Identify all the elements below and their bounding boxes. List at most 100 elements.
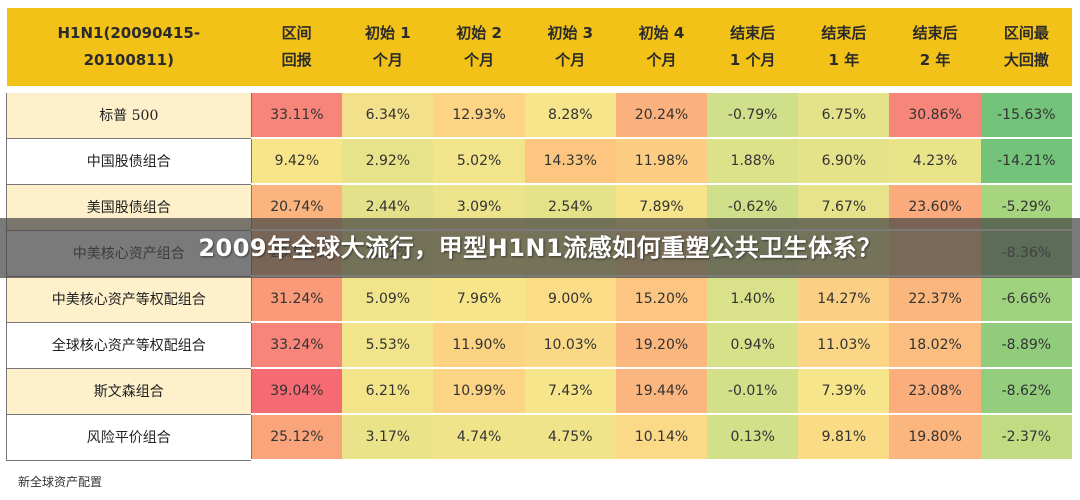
value-cell: 2.92% [342,138,434,185]
header-line: 个月 [464,51,495,69]
value-cell: 31.24% [251,276,343,323]
table-header-row: H1N1(20090415- 20100811) 区间 回报 初始 1 个月 初始 2 个月初… [6,8,1072,86]
value-cell: 23.08% [889,368,981,415]
value-cell: -8.62% [980,368,1072,415]
value-cell: 22.37% [889,276,981,323]
row-name: 斯文森组合 [6,367,252,415]
value-cell: -2.37% [980,414,1072,461]
header-line: 初始 1 [365,24,411,42]
table-row: 斯文森组合 39.04% 6.21% 10.99% 7.43% 19.44% -0.01% 7… [6,367,1072,415]
value-cell: 18.02% [889,322,981,369]
table-row: 风险平价组合 25.12% 3.17% 4.74% 4.75% 10.14% 0.13% 9.… [6,413,1072,461]
banner-title: 2009年全球大流行，甲型H1N1流感如何重塑公共卫生体系？ [198,234,882,262]
value-cell: -0.01% [707,368,799,415]
value-cell: 4.23% [889,138,981,185]
value-cell: 4.74% [433,414,525,461]
source-note: 新全球资产配置 [18,475,103,489]
row-name: 中美核心资产等权配组合 [6,275,252,323]
header-period: H1N1(20090415- 20100811) [6,8,252,86]
header-col-8: 结束后 2 年 [889,8,981,86]
header-line: 2 年 [919,51,951,69]
table-row: 全球核心资产等权配组合 33.24% 5.53% 11.90% 10.03% 19.20%… [6,321,1072,369]
header-col-6: 结束后 1 个月 [707,8,799,86]
header-line: 个月 [646,51,677,69]
value-cell: 19.80% [889,414,981,461]
row-name: 风险平价组合 [6,413,252,461]
header-col-4: 初始 3 个月 [524,8,616,86]
value-cell: 9.00% [524,276,616,323]
value-cell: 3.17% [342,414,434,461]
value-cell: 6.90% [798,138,890,185]
value-cell: 1.88% [707,138,799,185]
row-name: 中国股债组合 [6,137,252,185]
header-line: 结束后 [912,24,958,42]
header-line: 区间最 [1003,24,1049,42]
value-cell: 33.11% [251,92,343,139]
header-line: 回报 [281,51,312,69]
value-cell: 9.42% [251,138,343,185]
title-banner: 2009年全球大流行，甲型H1N1流感如何重塑公共卫生体系？ [0,218,1080,278]
value-cell: 12.93% [433,92,525,139]
header-col-2: 初始 1 个月 [342,8,434,86]
header-line: 1 年 [828,51,860,69]
value-cell: 10.99% [433,368,525,415]
value-cell: 11.90% [433,322,525,369]
header-line: 结束后 [821,24,867,42]
value-cell: 25.12% [251,414,343,461]
header-line: 初始 4 [638,24,685,42]
value-cell: 15.20% [615,276,708,323]
value-cell: 10.03% [524,322,616,369]
value-cell: 5.02% [433,138,525,185]
header-line: 大回撤 [1003,51,1049,69]
value-cell: 0.13% [707,414,799,461]
row-name: 标普 500 [6,91,252,139]
header-line: H1N1(20090415- [57,24,201,42]
value-cell: 7.39% [798,368,890,415]
value-cell: 7.96% [433,276,525,323]
table-row: 标普 500 33.11% 6.34% 12.93% 8.28% 20.24% -0.79%… [6,91,1072,139]
header-line: 个月 [555,51,586,69]
value-cell: 1.40% [707,276,799,323]
header-col-3: 初始 2 个月 [433,8,525,86]
value-cell: 39.04% [251,368,343,415]
header-line: 结束后 [730,24,776,42]
value-cell: 14.27% [798,276,890,323]
value-cell: 5.53% [342,322,434,369]
header-col-5: 初始 4 个月 [615,8,708,86]
value-cell: -0.79% [707,92,799,139]
table-row: 中美核心资产等权配组合 31.24% 5.09% 7.96% 9.00% 15.20% 1.… [6,275,1072,323]
header-line: 1 个月 [729,51,776,69]
header-line: 个月 [372,51,403,69]
value-cell: -14.21% [980,138,1072,185]
header-col-1: 区间 回报 [251,8,343,86]
value-cell: 11.98% [615,138,708,185]
header-line: 20100811) [83,51,174,69]
value-cell: -8.89% [980,322,1072,369]
header-line: 区间 [281,24,312,42]
value-cell: 4.75% [524,414,616,461]
value-cell: 6.34% [342,92,434,139]
header-col-7: 结束后 1 年 [798,8,890,86]
value-cell: 0.94% [707,322,799,369]
header-line: 初始 3 [547,24,594,42]
value-cell: 11.03% [798,322,890,369]
value-cell: -6.66% [980,276,1072,323]
value-cell: 10.14% [615,414,708,461]
table-row: 中国股债组合 9.42% 2.92% 5.02% 14.33% 11.98% 1.88% 6.… [6,137,1072,185]
value-cell: 5.09% [342,276,434,323]
value-cell: 33.24% [251,322,343,369]
value-cell: 19.20% [615,322,708,369]
row-name: 全球核心资产等权配组合 [6,321,252,369]
value-cell: 20.24% [615,92,708,139]
header-line: 初始 2 [456,24,502,42]
value-cell: 9.81% [798,414,890,461]
header-col-9: 区间最 大回撤 [980,8,1072,86]
value-cell: 8.28% [524,92,616,139]
value-cell: 7.43% [524,368,616,415]
value-cell: 6.75% [798,92,890,139]
value-cell: 14.33% [524,138,616,185]
value-cell: 30.86% [889,92,981,139]
value-cell: 19.44% [615,368,708,415]
value-cell: 6.21% [342,368,434,415]
value-cell: -15.63% [980,92,1072,139]
